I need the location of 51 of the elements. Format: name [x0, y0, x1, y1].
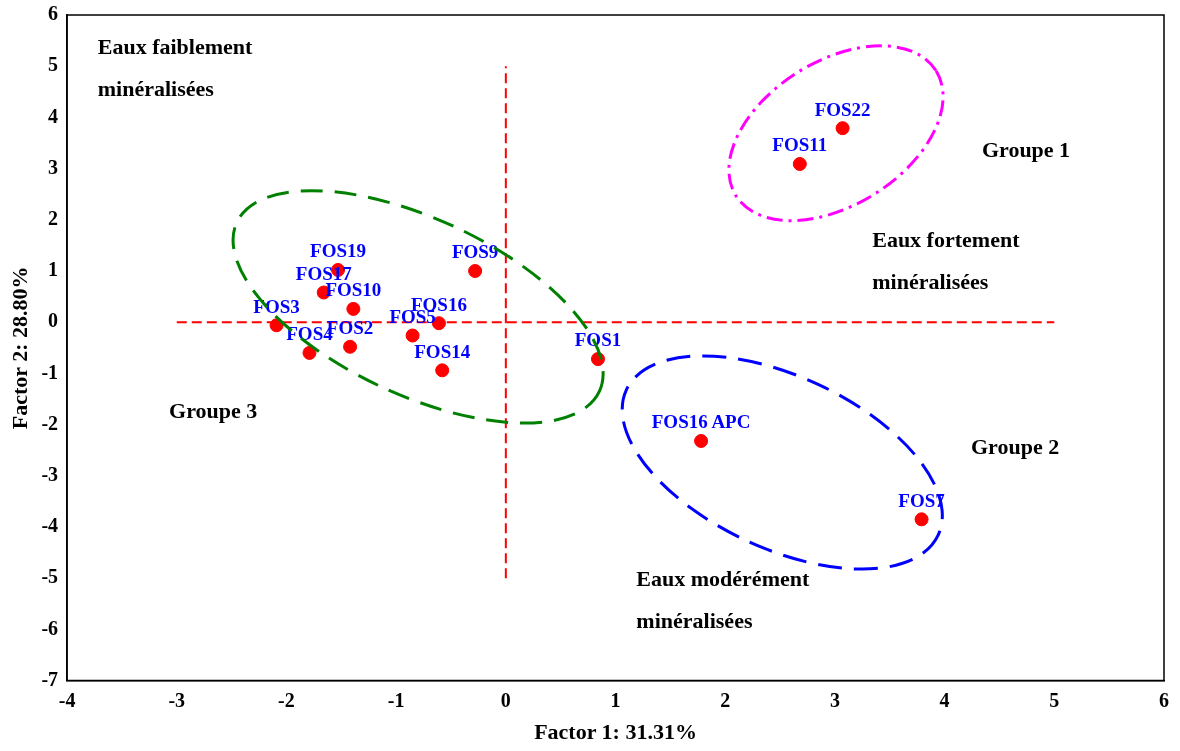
point: [914, 512, 929, 527]
x-axis-title: Factor 1: 31.31%: [534, 719, 697, 745]
x-tick-label: 0: [500, 688, 511, 711]
y-tick-label: 0: [48, 309, 59, 332]
annotation: Groupe 2: [970, 433, 1060, 459]
data-label: FOS16 APC: [651, 411, 751, 433]
point: [835, 121, 850, 136]
y-tick-label: -2: [41, 411, 59, 434]
y-tick-label: -6: [41, 616, 59, 639]
annotation: Eaux fortement minéralisées: [872, 226, 1021, 294]
y-axis-title: Factor 2: 28.80%: [6, 266, 32, 430]
x-tick-label: 4: [939, 688, 950, 711]
annotation: Groupe 1: [981, 137, 1071, 163]
y-tick-label: -5: [41, 565, 59, 588]
y-tick-label: -7: [41, 667, 59, 690]
x-tick-label: -3: [168, 688, 186, 711]
x-tick-label: 6: [1159, 688, 1169, 711]
point: [468, 264, 483, 278]
y-tick-label: 5: [48, 53, 59, 76]
x-tick-label: -1: [387, 688, 405, 711]
x-tick-label: 1: [610, 688, 621, 711]
y-tick-label: -3: [41, 462, 59, 485]
point: [405, 328, 420, 343]
y-tick-label: 2: [48, 206, 59, 229]
data-label: FOS1: [574, 329, 622, 351]
point: [343, 339, 358, 354]
point: [435, 363, 450, 378]
data-label: FOS3: [253, 295, 300, 317]
x-tick-label: 2: [720, 688, 731, 711]
annotation: Eaux modérément minéralisées: [636, 566, 810, 634]
data-label: FOS19: [310, 240, 366, 262]
y-tick-label: 4: [48, 104, 59, 127]
x-tick-label: -2: [278, 688, 295, 711]
data-label: FOS9: [451, 241, 499, 263]
y-tick-label: -4: [41, 514, 59, 537]
data-label: FOS14: [414, 340, 471, 362]
y-tick-label: 1: [48, 258, 59, 281]
data-label: FOS22: [814, 98, 871, 120]
annotation: Eaux faiblement minéralisées: [97, 33, 254, 101]
annotation: Groupe 3: [169, 398, 258, 423]
data-label: FOS17: [295, 262, 353, 284]
point: [302, 345, 317, 360]
y-tick-label: -1: [41, 360, 59, 383]
point: [694, 433, 709, 448]
point: [346, 301, 361, 316]
point: [792, 156, 807, 171]
x-tick-label: 3: [829, 688, 840, 711]
data-label: FOS11: [772, 134, 828, 156]
x-tick-label: 5: [1049, 688, 1060, 711]
y-tick-label: 6: [48, 2, 59, 25]
y-tick-label: 3: [48, 155, 59, 178]
